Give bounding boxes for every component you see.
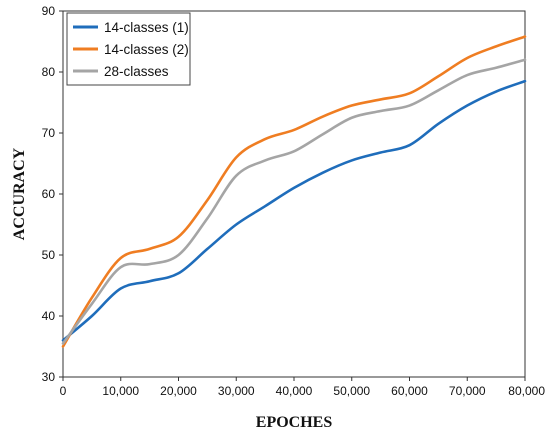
- y-tick-label: 60: [42, 187, 56, 201]
- x-tick-label: 70,000: [449, 384, 486, 398]
- x-tick-label: 40,000: [276, 384, 313, 398]
- y-axis-title: ACCURACY: [11, 147, 28, 240]
- y-tick-label: 70: [42, 126, 56, 140]
- y-tick-label: 90: [42, 4, 56, 18]
- x-tick-label: 50,000: [333, 384, 370, 398]
- x-tick-label: 10,000: [102, 384, 139, 398]
- y-tick-label: 80: [42, 65, 56, 79]
- y-tick-label: 40: [42, 309, 56, 323]
- series-lines: [61, 35, 527, 348]
- series-line-3: [61, 58, 527, 345]
- x-tick-label: 30,000: [218, 384, 255, 398]
- x-tick-label: 60,000: [391, 384, 428, 398]
- y-axis-ticks: 30 40 50 60 70 80 90: [42, 4, 63, 384]
- series-line-2: [61, 35, 527, 348]
- x-tick-label: 20,000: [160, 384, 197, 398]
- x-axis-ticks: 0 10,000 20,000 30,000 40,000 50,000 60,000 70,…: [60, 377, 545, 398]
- legend-label-2: 14-classes (2): [104, 42, 189, 57]
- legend-label-3: 28-classes: [104, 64, 169, 79]
- series-line-1: [61, 79, 527, 342]
- y-tick-label: 30: [42, 370, 56, 384]
- x-tick-label: 0: [60, 384, 67, 398]
- y-tick-label: 50: [42, 248, 56, 262]
- x-tick-label: 80,000: [508, 384, 545, 398]
- legend-label-1: 14-classes (1): [104, 20, 189, 35]
- legend: 14-classes (1) 14-classes (2) 28-classes: [66, 12, 191, 86]
- x-axis-title: EPOCHES: [256, 414, 333, 431]
